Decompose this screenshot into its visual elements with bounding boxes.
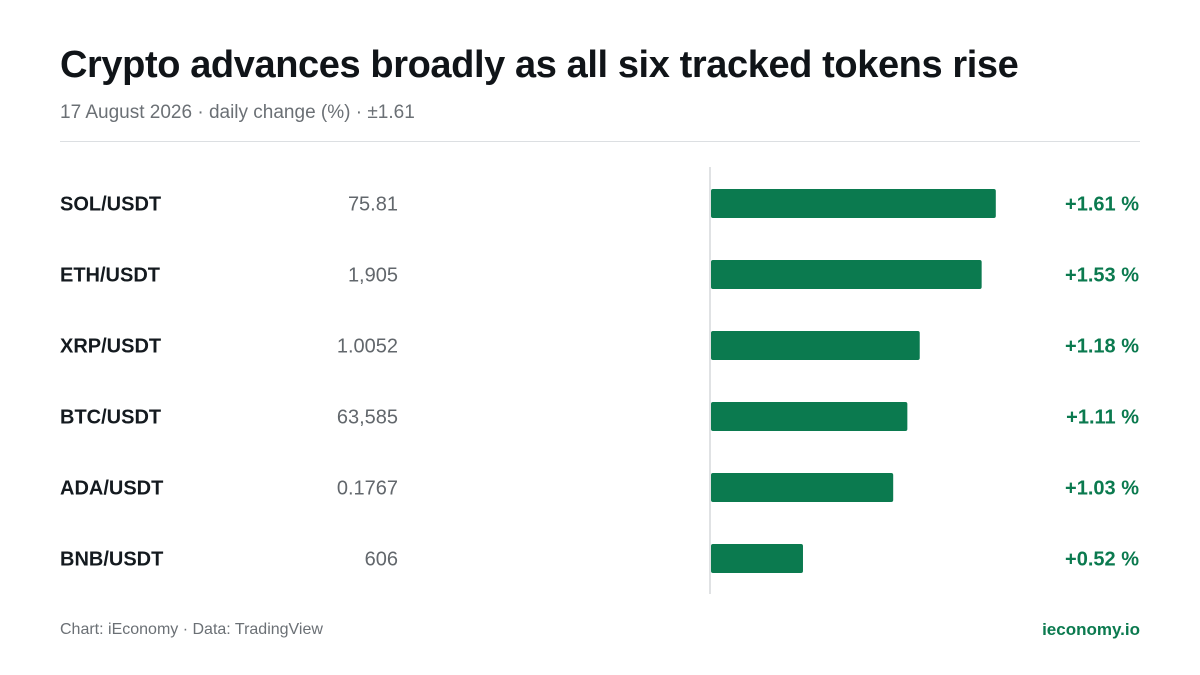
pair-label: ADA/USDT xyxy=(60,478,163,500)
change-label: +1.11 % xyxy=(1066,407,1139,429)
price-label: 75.81 xyxy=(348,194,398,216)
bar xyxy=(711,189,996,218)
change-label: +1.18 % xyxy=(1065,336,1139,358)
pair-label: BNB/USDT xyxy=(60,549,163,571)
change-label: +1.53 % xyxy=(1065,265,1139,287)
footer-brand[interactable]: ieconomy.io xyxy=(1042,620,1140,639)
header-divider xyxy=(60,141,1140,142)
pair-label: XRP/USDT xyxy=(60,336,161,358)
price-label: 1.0052 xyxy=(337,336,398,358)
price-label: 1,905 xyxy=(348,265,398,287)
price-label: 0.1767 xyxy=(337,478,398,500)
change-label: +1.03 % xyxy=(1065,478,1139,500)
bar xyxy=(711,331,920,360)
change-label: +0.52 % xyxy=(1065,549,1139,571)
price-label: 63,585 xyxy=(337,407,398,429)
pair-label: ETH/USDT xyxy=(60,265,160,287)
bar xyxy=(711,544,803,573)
bar xyxy=(711,402,908,431)
change-label: +1.61 % xyxy=(1065,194,1139,216)
bar xyxy=(711,473,894,502)
pair-label: SOL/USDT xyxy=(60,194,161,216)
chart-subtitle: 17 August 2026 · daily change (%) · ±1.6… xyxy=(60,102,415,123)
pair-label: BTC/USDT xyxy=(60,407,161,429)
footer-source: Chart: iEconomy · Data: TradingView xyxy=(60,621,323,638)
price-label: 606 xyxy=(365,549,398,571)
chart-title: Crypto advances broadly as all six track… xyxy=(60,44,1019,86)
bar xyxy=(711,260,982,289)
